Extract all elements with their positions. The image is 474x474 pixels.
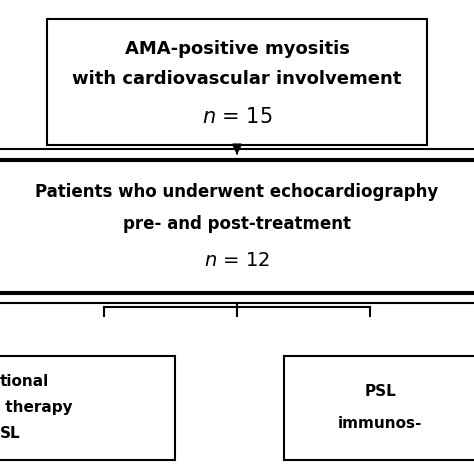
Text: with cardiovascular involvement: with cardiovascular involvement (73, 70, 401, 88)
FancyBboxPatch shape (47, 19, 427, 145)
Text: SL: SL (0, 426, 21, 441)
Text: Patients who underwent echocardiography: Patients who underwent echocardiography (36, 183, 438, 201)
FancyBboxPatch shape (0, 356, 175, 460)
Text: $\it{n}$ = 15: $\it{n}$ = 15 (201, 107, 273, 127)
Text: PSL: PSL (365, 384, 396, 400)
Text: immunos-: immunos- (338, 416, 423, 431)
FancyBboxPatch shape (284, 356, 474, 460)
Text: tional: tional (0, 374, 49, 389)
Text: AMA-positive myositis: AMA-positive myositis (125, 40, 349, 58)
FancyBboxPatch shape (0, 161, 474, 292)
Text: pre- and post-treatment: pre- and post-treatment (123, 215, 351, 233)
Text: therapy: therapy (0, 400, 73, 415)
Text: $\it{n}$ = 12: $\it{n}$ = 12 (204, 251, 270, 270)
